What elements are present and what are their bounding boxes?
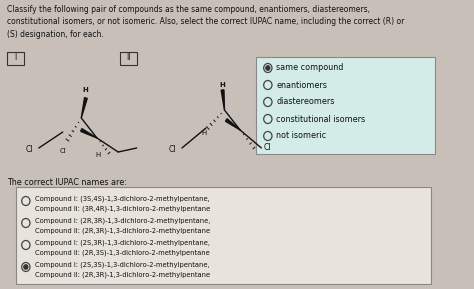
Text: Cl: Cl [26, 145, 33, 155]
Text: Cl: Cl [169, 145, 176, 155]
Text: Compound II: (2R,3R)-1,3-dichloro-2-methylpentane: Compound II: (2R,3R)-1,3-dichloro-2-meth… [35, 227, 210, 234]
Circle shape [265, 66, 270, 71]
Circle shape [24, 264, 28, 270]
FancyBboxPatch shape [256, 57, 435, 154]
Text: Compound II: (3R,4R)-1,3-dichloro-2-methylpentane: Compound II: (3R,4R)-1,3-dichloro-2-meth… [35, 205, 210, 212]
Text: Compound I: (2R,3R)-1,3-dichloro-2-methylpentane,: Compound I: (2R,3R)-1,3-dichloro-2-methy… [35, 218, 210, 225]
FancyBboxPatch shape [16, 187, 431, 284]
Text: I: I [15, 53, 17, 62]
Text: not isomeric: not isomeric [276, 131, 326, 140]
Text: Compound II: (2R,3R)-1,3-dichloro-2-methylpentane: Compound II: (2R,3R)-1,3-dichloro-2-meth… [35, 271, 210, 277]
Text: constitutional isomers: constitutional isomers [276, 114, 365, 123]
Polygon shape [226, 119, 240, 130]
Text: Compound I: (2S,3S)-1,3-dichloro-2-methylpentane,: Compound I: (2S,3S)-1,3-dichloro-2-methy… [35, 262, 210, 268]
Polygon shape [81, 129, 97, 138]
Text: The correct IUPAC names are:: The correct IUPAC names are: [8, 178, 127, 187]
Text: H: H [220, 82, 226, 88]
Text: Compound I: (2S,3R)-1,3-dichloro-2-methylpentane,: Compound I: (2S,3R)-1,3-dichloro-2-methy… [35, 240, 210, 247]
Text: II: II [126, 53, 131, 62]
Text: Cl: Cl [263, 144, 271, 153]
Text: H: H [82, 87, 88, 93]
Polygon shape [81, 98, 87, 118]
Polygon shape [221, 90, 224, 110]
Text: diastereomers: diastereomers [276, 97, 335, 107]
Text: Cl: Cl [59, 148, 66, 154]
Text: enantiomers: enantiomers [276, 81, 327, 90]
Text: Classify the following pair of compounds as the same compound, enantiomers, dias: Classify the following pair of compounds… [8, 5, 405, 39]
Text: same compound: same compound [276, 64, 344, 73]
Text: Compound I: (3S,4S)-1,3-dichloro-2-methylpentane,: Compound I: (3S,4S)-1,3-dichloro-2-methy… [35, 196, 210, 203]
Text: H: H [201, 130, 207, 136]
Text: Compound II: (2R,3S)-1,3-dichloro-2-methylpentane: Compound II: (2R,3S)-1,3-dichloro-2-meth… [35, 249, 210, 255]
Text: H: H [95, 152, 100, 158]
FancyBboxPatch shape [119, 51, 137, 64]
FancyBboxPatch shape [7, 51, 25, 64]
